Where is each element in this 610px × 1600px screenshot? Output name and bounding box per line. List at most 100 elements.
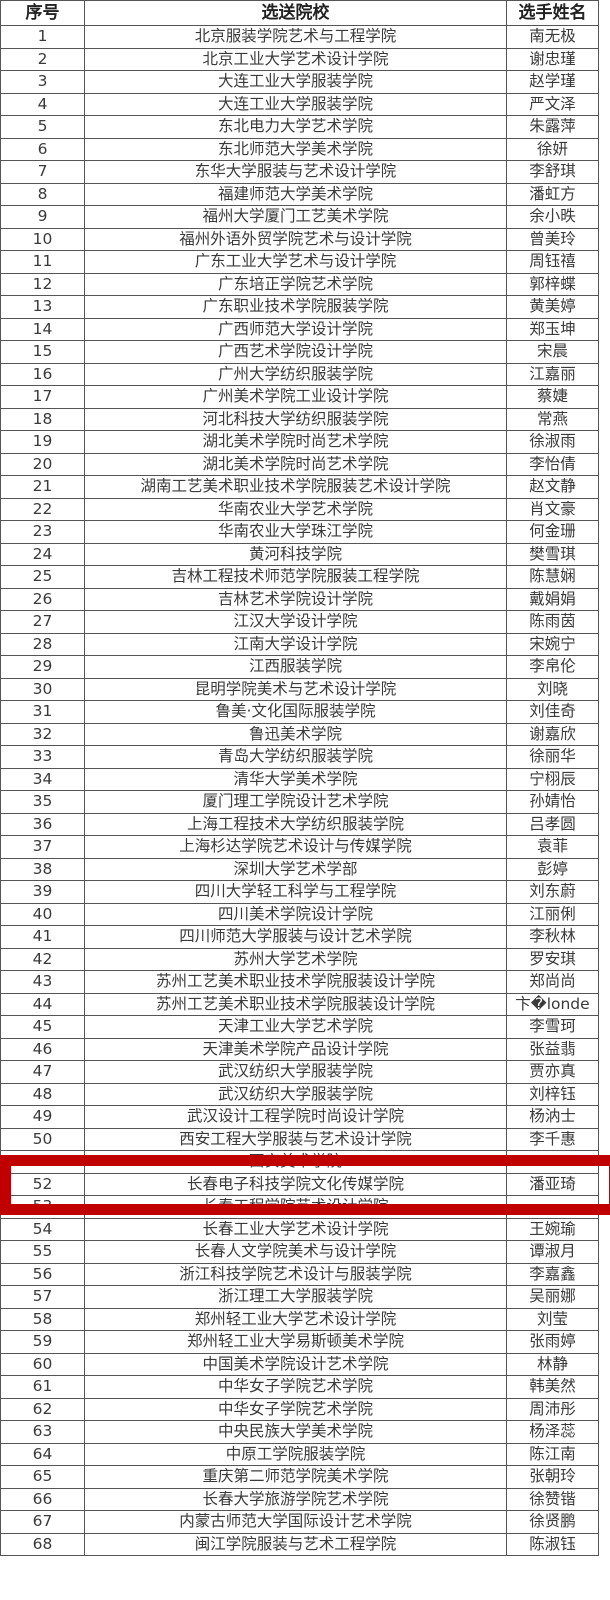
row-number: 65 (0, 1465, 85, 1489)
row-school: 福建师范大学美术学院 (84, 182, 507, 206)
row-contestant-name: 张雨婷 (506, 1330, 599, 1354)
table-row: 14 广西师范大学设计学院 郑玉坤 (0, 317, 599, 341)
table-row: 40 四川美术学院设计学院 江丽俐 (0, 902, 599, 926)
table-row: 29 江西服装学院 李帛伦 (0, 655, 599, 679)
table-row: 39 四川大学轻工科学与工程学院 刘东蔚 (0, 880, 599, 904)
row-contestant-name: 余小昳 (506, 205, 599, 229)
row-school: 广西艺术学院设计学院 (84, 340, 507, 364)
table-row: 6 东北师范大学美术学院 徐妍 (0, 137, 599, 161)
row-number: 23 (0, 520, 85, 544)
row-school: 清华大学美术学院 (84, 767, 507, 791)
row-number: 64 (0, 1442, 85, 1466)
row-contestant-name: 徐赞锴 (506, 1487, 599, 1511)
row-number: 43 (0, 970, 85, 994)
row-number: 4 (0, 92, 85, 116)
row-school: 江南大学设计学院 (84, 632, 507, 656)
row-contestant-name: 吕孝圆 (506, 812, 599, 836)
row-school: 闽江学院服装与艺术工程学院 (84, 1532, 507, 1556)
row-contestant-name: 贾亦真 (506, 1060, 599, 1084)
row-contestant-name (506, 1195, 599, 1219)
table-row: 66 长春大学旅游学院艺术学院 徐赞锴 (0, 1487, 599, 1511)
row-school: 吉林艺术学院设计学院 (84, 587, 507, 611)
table-row: 30 昆明学院美术与艺术设计学院 刘晓 (0, 677, 599, 701)
table-row: 42 苏州大学艺术学院 罗安琪 (0, 947, 599, 971)
row-school: 长春大学旅游学院艺术学院 (84, 1487, 507, 1511)
table-row: 41 四川师范大学服装与设计艺术学院 李秋林 (0, 925, 599, 949)
row-contestant-name: 郑玉坤 (506, 317, 599, 341)
row-school: 西安工程大学服装与艺术设计学院 (84, 1127, 507, 1151)
row-number: 42 (0, 947, 85, 971)
row-number: 49 (0, 1105, 85, 1129)
table-row: 46 天津美术学院产品设计学院 张益翡 (0, 1037, 599, 1061)
row-number: 17 (0, 385, 85, 409)
row-number: 31 (0, 700, 85, 724)
row-school: 东北电力大学艺术学院 (84, 115, 507, 139)
row-number: 20 (0, 452, 85, 476)
table-row: 16 广州大学纺织服装学院 江嘉丽 (0, 362, 599, 386)
row-school: 北京服装学院艺术与工程学院 (84, 25, 507, 49)
table-row: 12 广东培正学院艺术学院 郭梓蝶 (0, 272, 599, 296)
table-row: 19 湖北美术学院时尚艺术学院 徐淑雨 (0, 430, 599, 454)
row-school: 四川师范大学服装与设计艺术学院 (84, 925, 507, 949)
table-row: 18 河北科技大学纺织服装学院 常燕 (0, 407, 599, 431)
row-contestant-name: 李雪珂 (506, 1015, 599, 1039)
row-school: 中原工学院服装学院 (84, 1442, 507, 1466)
row-contestant-name: 张益翡 (506, 1037, 599, 1061)
table-row: 56 浙江科技学院艺术设计与服装学院 李嘉鑫 (0, 1262, 599, 1286)
row-contestant-name: 江丽俐 (506, 902, 599, 926)
header-name: 选手姓名 (506, 0, 599, 26)
table-row: 52 长春电子科技学院文化传媒学院 潘亚琦 (0, 1172, 599, 1196)
row-contestant-name: 宁栩辰 (506, 767, 599, 791)
row-number: 52 (0, 1172, 85, 1196)
row-contestant-name: 袁菲 (506, 835, 599, 859)
row-number: 60 (0, 1352, 85, 1376)
row-number: 68 (0, 1532, 85, 1556)
row-school: 天津美术学院产品设计学院 (84, 1037, 507, 1061)
row-number: 44 (0, 992, 85, 1016)
row-number: 37 (0, 835, 85, 859)
row-number: 7 (0, 160, 85, 184)
row-number: 15 (0, 340, 85, 364)
row-school: 深圳大学艺术学部 (84, 857, 507, 881)
row-contestant-name: 南无极 (506, 25, 599, 49)
row-school: 内蒙古师范大学国际设计艺术学院 (84, 1510, 507, 1534)
row-number: 22 (0, 497, 85, 521)
row-school: 长春工业大学艺术设计学院 (84, 1217, 507, 1241)
row-number: 40 (0, 902, 85, 926)
row-number: 34 (0, 767, 85, 791)
row-number: 62 (0, 1397, 85, 1421)
row-number: 66 (0, 1487, 85, 1511)
row-number: 57 (0, 1285, 85, 1309)
row-number: 48 (0, 1082, 85, 1106)
row-school: 鲁迅美术学院 (84, 722, 507, 746)
row-contestant-name: 常燕 (506, 407, 599, 431)
row-number: 3 (0, 70, 85, 94)
row-contestant-name: 严文泽 (506, 92, 599, 116)
row-contestant-name: 徐贤鹏 (506, 1510, 599, 1534)
table-row: 28 江南大学设计学院 宋婉宁 (0, 632, 599, 656)
row-contestant-name: 郭梓蝶 (506, 272, 599, 296)
row-number: 61 (0, 1375, 85, 1399)
table-row: 3 大连工业大学服装学院 赵学瑾 (0, 70, 599, 94)
row-school: 苏州工艺美术职业技术学院服装设计学院 (84, 970, 507, 994)
row-school: 西安美术学院 (84, 1150, 507, 1174)
row-school: 河北科技大学纺织服装学院 (84, 407, 507, 431)
row-number: 2 (0, 47, 85, 71)
row-contestant-name: 刘佳奇 (506, 700, 599, 724)
row-number: 55 (0, 1240, 85, 1264)
row-number: 38 (0, 857, 85, 881)
table-row: 17 广州美术学院工业设计学院 蔡婕 (0, 385, 599, 409)
table-row: 10 福州外语外贸学院艺术与设计学院 曾美玲 (0, 227, 599, 251)
table-row: 1 北京服装学院艺术与工程学院 南无极 (0, 25, 599, 49)
table-row: 8 福建师范大学美术学院 潘虹方 (0, 182, 599, 206)
row-school: 广东工业大学艺术与设计学院 (84, 250, 507, 274)
table-row: 5 东北电力大学艺术学院 朱露萍 (0, 115, 599, 139)
table-row: 62 中华女子学院艺术学院 周沛彤 (0, 1397, 599, 1421)
row-school: 广西师范大学设计学院 (84, 317, 507, 341)
row-contestant-name: 赵文静 (506, 475, 599, 499)
header-number: 序号 (0, 0, 85, 26)
table-row: 31 鲁美·文化国际服装学院 刘佳奇 (0, 700, 599, 724)
table-row: 65 重庆第二师范学院美术学院 张朝玲 (0, 1465, 599, 1489)
row-school: 大连工业大学服装学院 (84, 70, 507, 94)
row-number: 28 (0, 632, 85, 656)
